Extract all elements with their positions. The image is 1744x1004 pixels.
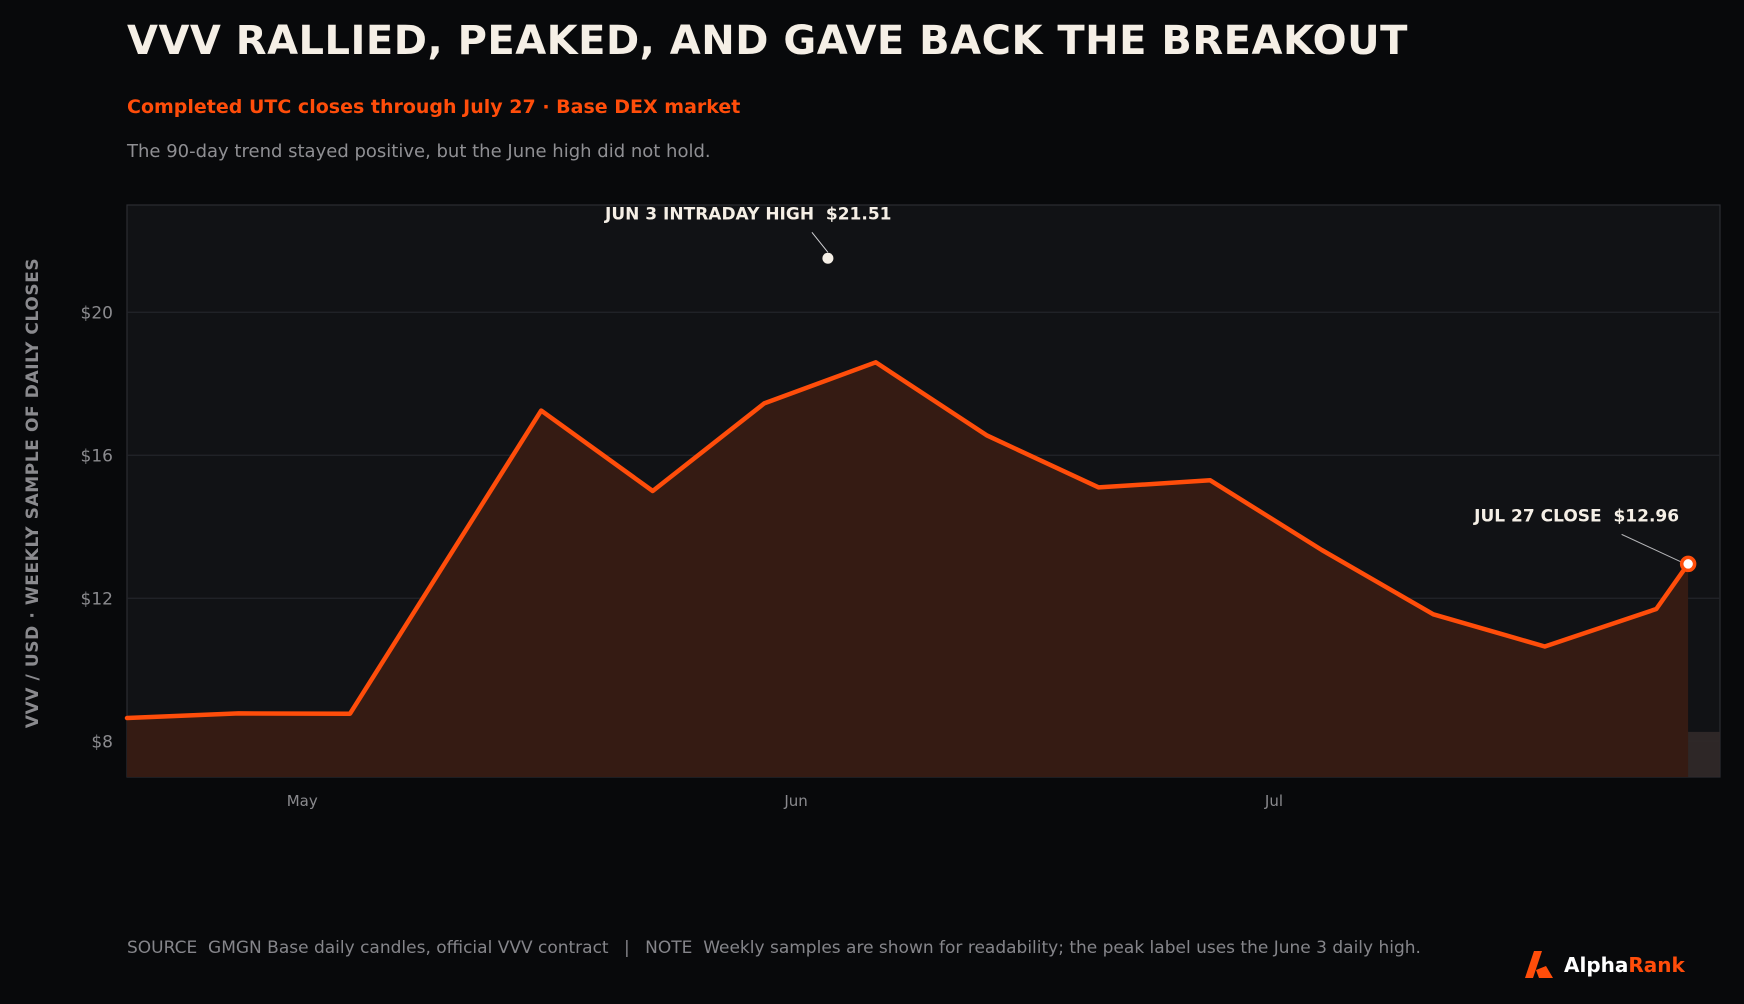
y-tick-label: $12	[81, 589, 113, 609]
close-marker	[1679, 555, 1697, 573]
price-line	[124, 360, 1691, 721]
y-tick-label: $8	[91, 732, 113, 752]
footer-source-text: GMGN Base daily candles, official VVV co…	[208, 938, 609, 958]
annotation-leader-line	[1621, 533, 1682, 563]
footer-source-key: SOURCE	[127, 938, 198, 958]
x-tick-label: Jun	[783, 792, 807, 810]
footer-note-key: NOTE	[645, 938, 693, 958]
brand-name: AlphaRank	[1564, 953, 1685, 977]
y-tick-label: $16	[81, 446, 113, 466]
annotation-label: JUL 27 CLOSE $12.96	[1473, 506, 1679, 526]
footer-separator: |	[624, 938, 630, 958]
x-tick-labels: May Jun Jul	[287, 792, 1283, 810]
footer-note-text: Weekly samples are shown for readability…	[703, 938, 1421, 958]
y-tick-labels: $8 $12 $16 $20	[81, 303, 113, 752]
chart-deck: The 90-day trend stayed positive, but th…	[127, 141, 711, 162]
brand-name-part2: Rank	[1628, 953, 1685, 977]
footer-note: SOURCE GMGN Base daily candles, official…	[127, 938, 1421, 958]
alpharank-logo-icon	[1525, 951, 1553, 978]
y-tick-label: $20	[81, 303, 113, 323]
chart-subtitle: Completed UTC closes through July 27 · B…	[127, 96, 741, 118]
chart-title: VVV RALLIED, PEAKED, AND GAVE BACK THE B…	[127, 18, 1408, 64]
price-area-fill	[127, 362, 1689, 777]
x-tick-label: Jul	[1264, 792, 1283, 810]
peak-marker	[822, 252, 834, 264]
annotation-label: JUN 3 INTRADAY HIGH $21.51	[604, 204, 891, 224]
brand-name-part1: Alpha	[1564, 953, 1629, 977]
annotations: JUN 3 INTRADAY HIGH $21.51 JUL 27 CLOSE $…	[604, 204, 1697, 573]
annotation-leader-line	[811, 231, 829, 253]
brand-logo: AlphaRank	[1524, 950, 1685, 980]
x-tick-label: May	[287, 792, 318, 810]
